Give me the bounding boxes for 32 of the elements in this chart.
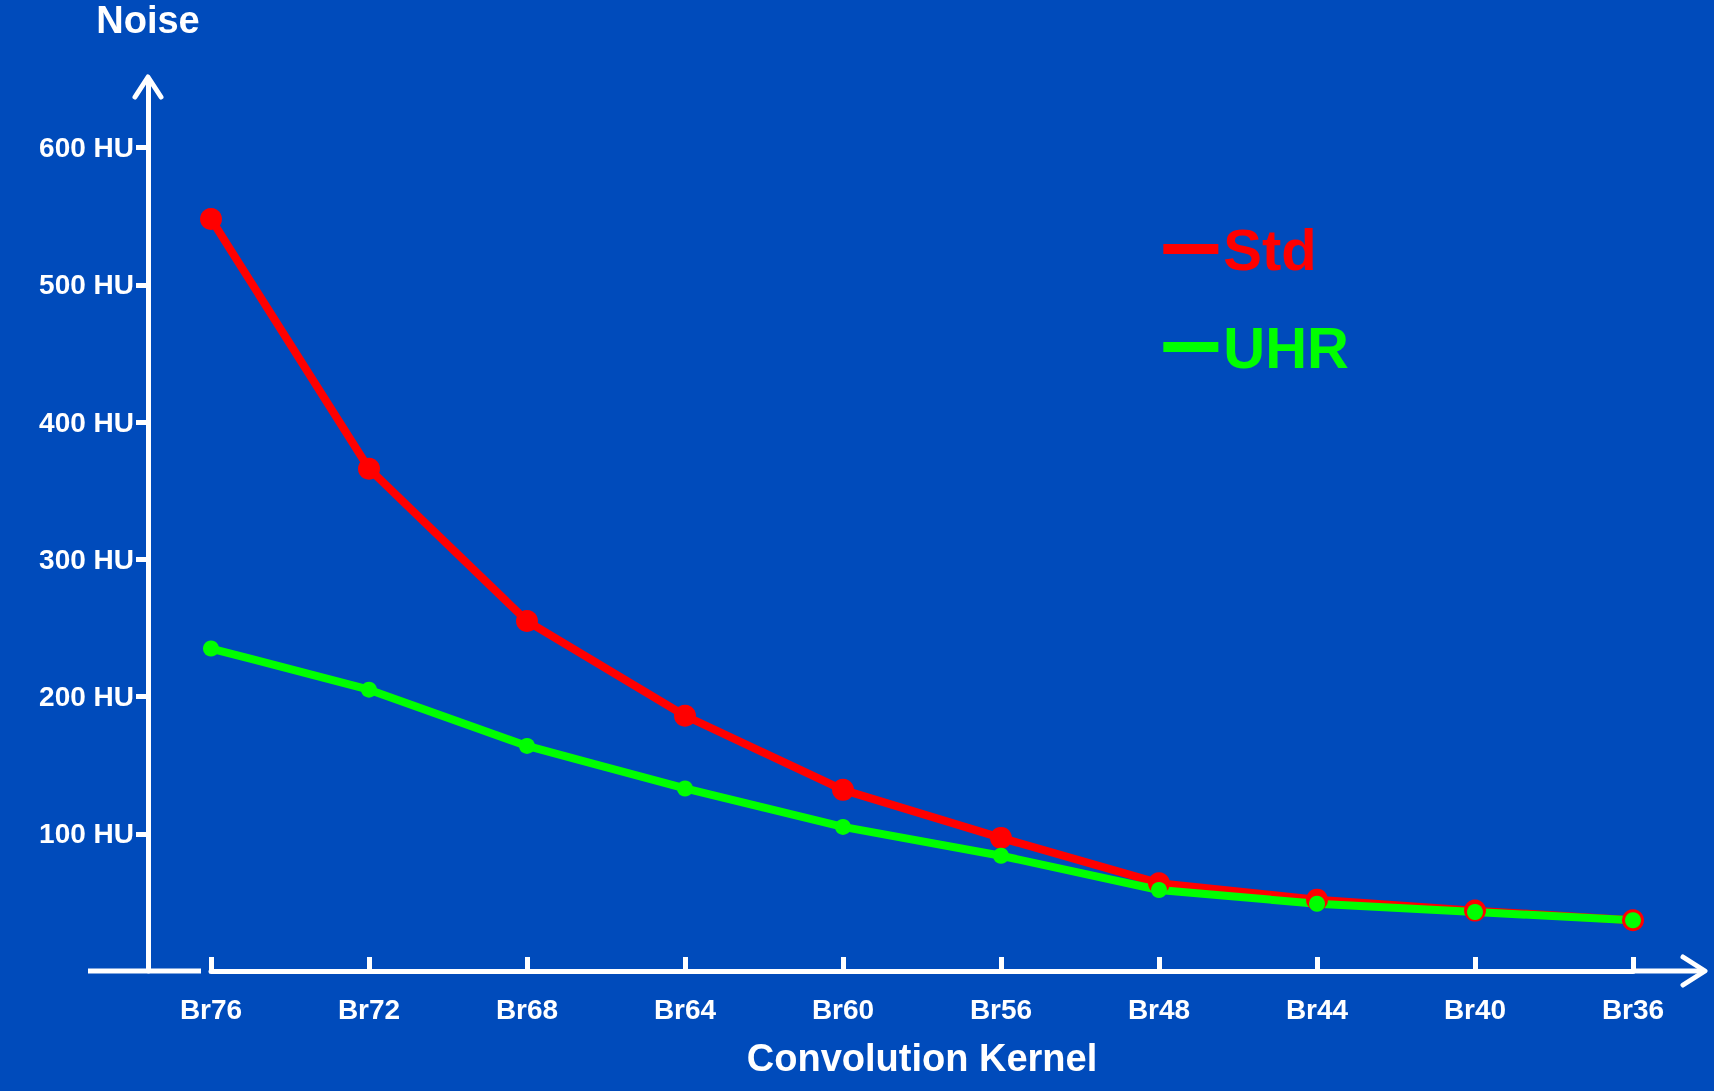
point — [674, 704, 696, 727]
legend-label: UHR — [1223, 314, 1350, 380]
y-tick-label: 600 HU — [39, 132, 134, 164]
x-tick-label: Br56 — [969, 993, 1033, 1025]
y-tick-label: 200 HU — [39, 681, 134, 713]
point — [358, 457, 380, 480]
x-tick-label: Br64 — [653, 993, 717, 1025]
point — [203, 640, 219, 657]
y-tick-label: 400 HU — [39, 406, 134, 438]
legend-label: Std — [1223, 216, 1317, 282]
point — [835, 818, 851, 835]
point — [990, 826, 1012, 849]
x-tick-label: Br36 — [1601, 993, 1665, 1025]
x-tick-label: Br76 — [179, 993, 243, 1025]
x-tick-label: Br68 — [495, 993, 559, 1025]
y-tick-label: 100 HU — [39, 818, 134, 850]
y-tick-label: 300 HU — [39, 543, 134, 575]
y-axis-title: Noise — [96, 0, 200, 41]
x-tick-label: Br40 — [1443, 993, 1507, 1025]
point — [519, 737, 535, 754]
x-tick-label: Br44 — [1285, 993, 1349, 1025]
point — [677, 780, 693, 797]
y-tick-label: 500 HU — [39, 269, 134, 301]
point — [361, 681, 377, 698]
point — [832, 778, 854, 801]
point — [993, 847, 1009, 864]
x-tick-label: Br48 — [1127, 993, 1191, 1025]
point — [516, 610, 538, 633]
x-tick-label: Br60 — [811, 993, 875, 1025]
x-axis-title: Convolution Kernel — [746, 1037, 1098, 1079]
point — [200, 207, 222, 230]
x-tick-label: Br72 — [337, 993, 401, 1025]
